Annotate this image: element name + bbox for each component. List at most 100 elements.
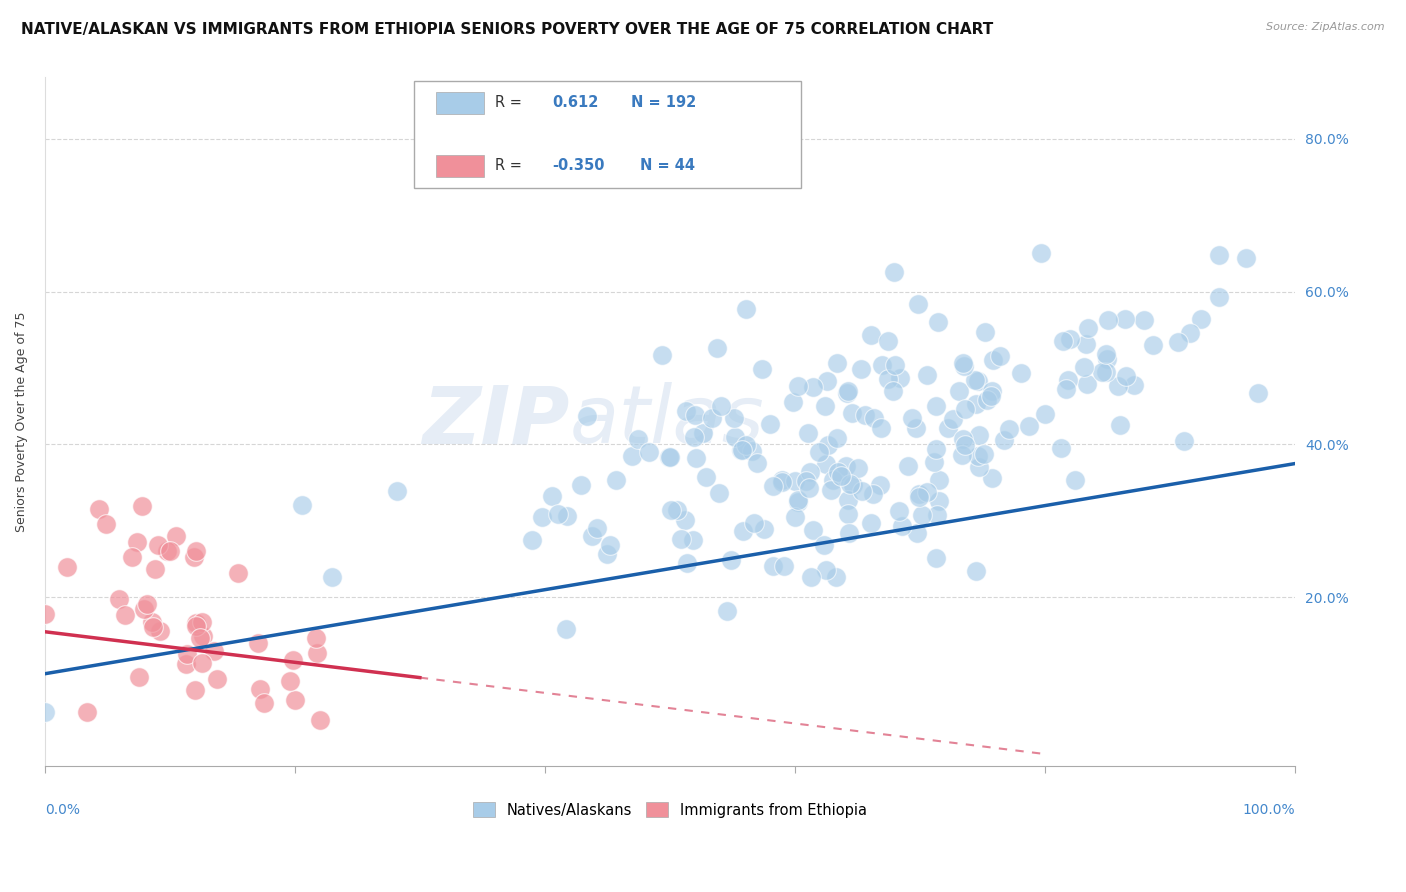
Point bbox=[1142, 337, 1164, 351]
Point bbox=[734, 301, 756, 316]
Point bbox=[993, 433, 1015, 447]
Point bbox=[838, 476, 860, 491]
Point bbox=[305, 631, 328, 645]
Point bbox=[1107, 379, 1129, 393]
Point bbox=[889, 371, 911, 385]
Point bbox=[1097, 351, 1119, 366]
Point bbox=[599, 538, 621, 552]
Point bbox=[547, 508, 569, 522]
Point bbox=[967, 374, 990, 388]
Point bbox=[174, 657, 197, 672]
Point bbox=[659, 502, 682, 516]
Point bbox=[716, 604, 738, 618]
Point bbox=[953, 359, 976, 373]
Text: N = 44: N = 44 bbox=[640, 158, 695, 173]
Point bbox=[1109, 418, 1132, 433]
Text: N = 192: N = 192 bbox=[631, 95, 696, 111]
Point bbox=[1189, 312, 1212, 326]
Point bbox=[1059, 332, 1081, 346]
Text: 0.612: 0.612 bbox=[553, 95, 599, 111]
Point bbox=[917, 368, 939, 383]
Text: Source: ZipAtlas.com: Source: ZipAtlas.com bbox=[1267, 22, 1385, 32]
Point bbox=[786, 379, 808, 393]
Point bbox=[830, 469, 852, 483]
Point bbox=[801, 380, 824, 394]
Point bbox=[869, 477, 891, 491]
Point bbox=[787, 495, 810, 509]
Point bbox=[965, 564, 987, 578]
Point bbox=[1076, 336, 1098, 351]
Point bbox=[797, 481, 820, 495]
Point bbox=[186, 618, 208, 632]
Point bbox=[226, 566, 249, 580]
Point bbox=[76, 705, 98, 719]
Point bbox=[907, 296, 929, 310]
Point bbox=[659, 450, 682, 464]
Point bbox=[281, 653, 304, 667]
Point bbox=[782, 395, 804, 409]
Point bbox=[814, 563, 837, 577]
Point bbox=[841, 405, 863, 419]
Point bbox=[682, 430, 704, 444]
Point bbox=[202, 644, 225, 658]
Text: 100.0%: 100.0% bbox=[1243, 804, 1295, 817]
Point bbox=[797, 426, 820, 441]
Point bbox=[883, 265, 905, 279]
Point bbox=[305, 646, 328, 660]
Point bbox=[246, 636, 269, 650]
Point bbox=[817, 438, 839, 452]
Point bbox=[988, 349, 1011, 363]
Point bbox=[695, 469, 717, 483]
Point bbox=[1133, 312, 1156, 326]
Point bbox=[34, 607, 56, 622]
Point bbox=[114, 607, 136, 622]
Point bbox=[907, 491, 929, 505]
Point bbox=[730, 443, 752, 458]
Point bbox=[1073, 360, 1095, 375]
Point bbox=[692, 425, 714, 440]
Point bbox=[132, 602, 155, 616]
Point bbox=[682, 533, 704, 547]
Point bbox=[799, 465, 821, 479]
Point bbox=[1091, 365, 1114, 379]
Point bbox=[665, 503, 688, 517]
Point bbox=[890, 519, 912, 533]
Point bbox=[657, 450, 679, 464]
Point bbox=[973, 447, 995, 461]
Point bbox=[387, 484, 409, 499]
Point bbox=[911, 508, 934, 523]
Point bbox=[742, 516, 765, 530]
Text: 0.0%: 0.0% bbox=[45, 804, 80, 817]
Point bbox=[136, 598, 159, 612]
Point bbox=[280, 673, 302, 688]
Point bbox=[730, 442, 752, 457]
FancyBboxPatch shape bbox=[436, 92, 484, 114]
Point bbox=[787, 492, 810, 507]
Point bbox=[825, 356, 848, 370]
Point bbox=[141, 615, 163, 630]
Point bbox=[1208, 248, 1230, 262]
Point bbox=[188, 631, 211, 645]
Point bbox=[882, 384, 904, 399]
Point bbox=[762, 559, 785, 574]
Point bbox=[1178, 326, 1201, 341]
Text: NATIVE/ALASKAN VS IMMIGRANTS FROM ETHIOPIA SENIORS POVERTY OVER THE AGE OF 75 CO: NATIVE/ALASKAN VS IMMIGRANTS FROM ETHIOP… bbox=[21, 22, 994, 37]
Point bbox=[837, 493, 859, 508]
Point bbox=[651, 349, 673, 363]
Point bbox=[291, 498, 314, 512]
Point bbox=[148, 538, 170, 552]
Point bbox=[731, 524, 754, 539]
Point bbox=[673, 512, 696, 526]
Point bbox=[785, 510, 807, 524]
Point bbox=[1077, 321, 1099, 335]
Point bbox=[752, 522, 775, 536]
Point bbox=[980, 470, 1002, 484]
Point bbox=[127, 535, 149, 549]
Point bbox=[184, 615, 207, 630]
Point bbox=[142, 620, 165, 634]
Point bbox=[637, 444, 659, 458]
Point bbox=[685, 451, 707, 466]
Y-axis label: Seniors Poverty Over the Age of 75: Seniors Poverty Over the Age of 75 bbox=[15, 311, 28, 532]
Text: atlas: atlas bbox=[569, 383, 765, 460]
Point bbox=[815, 458, 838, 472]
